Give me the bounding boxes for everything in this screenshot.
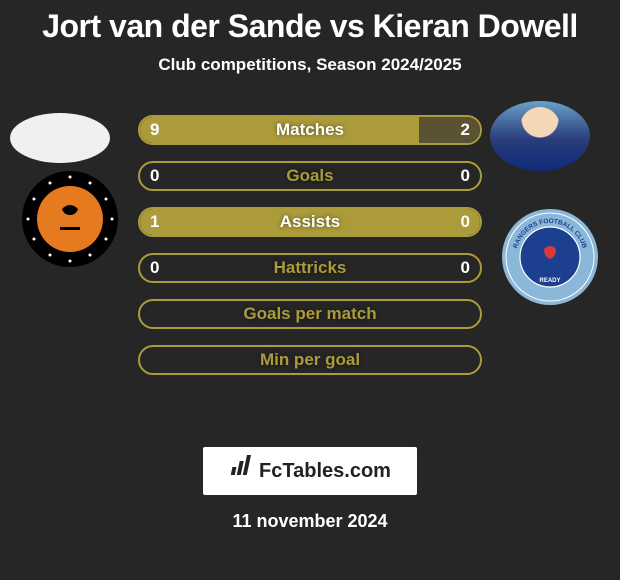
stat-label: Hattricks (274, 258, 347, 278)
stat-value-left: 0 (150, 258, 159, 278)
stat-value-right: 2 (461, 120, 470, 140)
stat-label: Matches (276, 120, 344, 140)
stat-label: Assists (280, 212, 340, 232)
bar-fill-right (419, 117, 480, 143)
comparison-panel: READY RANGERS FOOTBALL CLUB 9 2 Matches 0 0 G… (0, 101, 620, 441)
player-right-photo (490, 101, 590, 171)
comparison-bars: 9 2 Matches 0 0 Goals 1 0 Assists 0 0 Hattricks Goal… (138, 115, 482, 391)
svg-text:READY: READY (539, 278, 560, 284)
stat-value-left: 0 (150, 166, 159, 186)
stat-label: Goals (286, 166, 333, 186)
stat-value-right: 0 (461, 212, 470, 232)
club-badge-right: READY RANGERS FOOTBALL CLUB (500, 207, 600, 307)
stat-row-min-per-goal: Min per goal (138, 345, 482, 375)
player-left-photo (10, 113, 110, 163)
stat-row-goals-per-match: Goals per match (138, 299, 482, 329)
stat-value-right: 0 (461, 166, 470, 186)
page-title: Jort van der Sande vs Kieran Dowell (0, 0, 620, 45)
bar-chart-icon (229, 455, 255, 483)
subtitle: Club competitions, Season 2024/2025 (0, 55, 620, 75)
footer-date: 11 november 2024 (0, 511, 620, 532)
stat-value-left: 9 (150, 120, 159, 140)
stat-row-matches: 9 2 Matches (138, 115, 482, 145)
stat-value-left: 1 (150, 212, 159, 232)
watermark: FcTables.com (203, 447, 417, 495)
stat-value-right: 0 (461, 258, 470, 278)
stat-label: Min per goal (260, 350, 360, 370)
stat-row-hattricks: 0 0 Hattricks (138, 253, 482, 283)
stat-label: Goals per match (243, 304, 376, 324)
club-badge-left (20, 169, 120, 269)
stat-row-assists: 1 0 Assists (138, 207, 482, 237)
watermark-text: FcTables.com (259, 460, 391, 483)
stat-row-goals: 0 0 Goals (138, 161, 482, 191)
